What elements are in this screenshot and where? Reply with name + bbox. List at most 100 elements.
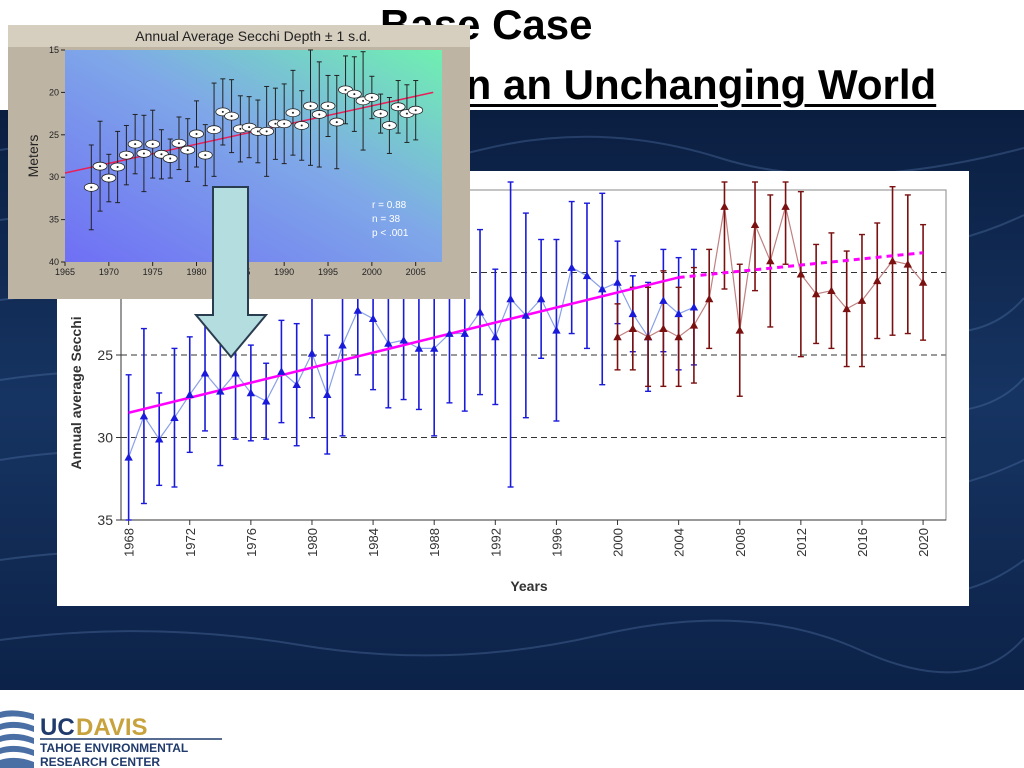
inset-data-point-center (90, 186, 93, 189)
inset-data-point-center (414, 109, 417, 112)
down-arrow-icon (193, 186, 269, 359)
inset-stat-p: p < .001 (372, 228, 409, 239)
main-data-point-projected (796, 269, 806, 278)
main-data-point-observed (460, 329, 469, 337)
inset-data-point-center (300, 124, 303, 127)
main-data-point-projected (689, 321, 699, 329)
inset-data-point-center (134, 143, 137, 146)
main-x-tick-label: 1972 (183, 528, 198, 557)
inset-data-point-center (213, 128, 216, 131)
inset-data-point-center (169, 157, 172, 160)
main-chart-axes: 1968 1972 1976 1980 1984 1988 1992 1996 2000 2004… (97, 190, 946, 557)
main-data-point-projected (811, 289, 821, 298)
inset-data-point-center (335, 121, 338, 124)
logo-line2: TAHOE ENVIRONMENTAL (40, 741, 188, 755)
main-data-point-observed (307, 349, 317, 357)
main-x-tick-label: 2000 (611, 528, 626, 557)
inset-data-point-center (405, 112, 408, 115)
inset-data-point-center (125, 154, 128, 157)
main-y-tick-label: 25 (97, 347, 113, 363)
inset-data-point-center (265, 130, 268, 133)
logo-lake-mark (0, 710, 34, 768)
main-data-point-observed (246, 388, 256, 397)
main-data-point-observed (292, 380, 301, 389)
main-data-point-observed (261, 397, 271, 405)
main-x-axis-label: Years (510, 578, 548, 594)
main-x-tick-label: 1988 (427, 528, 442, 557)
main-data-point-projected (659, 324, 668, 332)
inset-data-point-center (370, 96, 373, 99)
main-data-point-projected (643, 332, 653, 341)
inset-y-tick-label: 15 (49, 45, 59, 55)
main-data-point-observed (231, 368, 240, 377)
main-data-point-observed (124, 453, 133, 461)
main-x-tick-label: 1984 (366, 528, 381, 557)
main-data-point-projected (827, 286, 836, 295)
inset-data-point-center (151, 143, 154, 146)
inset-data-point-center (221, 110, 224, 113)
main-data-point-observed (338, 340, 347, 349)
inset-data-point-center (107, 177, 110, 180)
inset-data-point-center (177, 142, 180, 145)
inset-y-tick-label: 30 (49, 172, 59, 182)
main-data-point-observed (659, 296, 668, 304)
logo-uc: UC (40, 714, 75, 741)
inset-data-point-center (353, 93, 356, 96)
inset-x-tick-label: 1990 (274, 267, 294, 277)
inset-data-point-center (99, 165, 102, 168)
inset-data-point-center (362, 99, 365, 102)
main-x-tick-label: 1996 (549, 528, 564, 557)
inset-x-tick-label: 1970 (99, 267, 119, 277)
main-data-point-observed (414, 344, 424, 352)
main-data-point-projected (750, 220, 760, 229)
inset-data-point-center (344, 88, 347, 91)
inset-y-tick-label: 25 (49, 130, 59, 140)
inset-data-point-center (388, 124, 391, 127)
main-data-point-observed (506, 294, 515, 303)
inset-data-point-center (230, 115, 233, 118)
inset-x-tick-label: 1980 (186, 267, 206, 277)
inset-x-tick-label: 2000 (362, 267, 382, 277)
inset-data-point-center (379, 112, 382, 115)
main-data-point-projected (857, 296, 867, 304)
logo-line3: RESEARCH CENTER (40, 755, 160, 768)
main-data-point-observed (521, 311, 531, 319)
main-y-tick-label: 30 (97, 430, 113, 446)
inset-y-tick-label: 40 (49, 257, 59, 267)
inset-stat-r: r = 0.88 (372, 200, 407, 211)
inset-data-point-center (309, 104, 312, 107)
inset-x-tick-label: 1995 (318, 267, 338, 277)
main-data-point-observed (277, 367, 286, 375)
main-x-tick-label: 2020 (916, 528, 931, 557)
inset-data-point-center (256, 130, 259, 133)
main-data-point-projected (873, 276, 882, 285)
main-data-point-projected (781, 202, 790, 210)
main-data-point-projected (613, 332, 622, 341)
main-data-point-observed (185, 390, 194, 398)
main-y-axis-label: Annual average Secchi (68, 316, 84, 469)
inset-y-axis-label: Meters (25, 135, 41, 178)
inset-data-point-center (186, 149, 189, 152)
main-chart-marks (124, 181, 928, 521)
inset-data-point-center (116, 166, 119, 169)
main-data-point-projected (735, 326, 744, 334)
main-data-point-observed (216, 387, 225, 395)
main-data-point-projected (704, 294, 714, 303)
main-data-point-observed (598, 284, 607, 293)
main-data-point-observed (399, 335, 408, 344)
inset-data-point-center (142, 152, 145, 155)
inset-chart-marks (64, 49, 434, 231)
inset-x-tick-label: 1965 (55, 267, 75, 277)
main-data-point-observed (445, 329, 454, 337)
main-data-point-observed (323, 390, 332, 398)
main-data-point-observed (552, 326, 561, 334)
main-data-point-observed (491, 332, 500, 341)
main-data-point-observed (154, 434, 164, 443)
main-data-point-observed (429, 344, 439, 352)
inset-title: Annual Average Secchi Depth ± 1 s.d. (135, 28, 370, 44)
main-data-point-observed (353, 306, 363, 314)
main-x-tick-label: 1976 (244, 528, 259, 557)
logo-davis: DAVIS (76, 714, 148, 741)
main-x-tick-label: 2012 (794, 528, 809, 557)
main-data-point-projected (766, 256, 775, 265)
